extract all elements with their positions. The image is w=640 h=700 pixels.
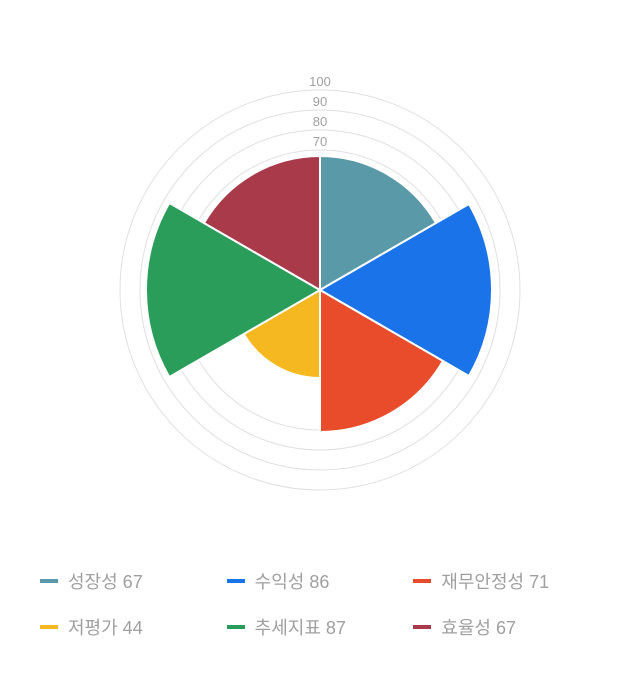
legend-item: 성장성 67: [40, 568, 227, 594]
svg-text:70: 70: [313, 134, 327, 149]
legend-label: 저평가 44: [68, 614, 143, 640]
legend-label: 추세지표 87: [255, 614, 346, 640]
legend-marker-icon: [413, 618, 431, 636]
chart-axis-labels: 70 80 90 100: [309, 74, 331, 149]
legend-marker-icon: [227, 572, 245, 590]
legend-item: 추세지표 87: [227, 614, 414, 640]
legend-label: 재무안정성 71: [441, 568, 549, 594]
legend-label: 수익성 86: [255, 568, 330, 594]
legend-marker-icon: [227, 618, 245, 636]
legend-marker-icon: [40, 618, 58, 636]
svg-text:90: 90: [313, 94, 327, 109]
svg-text:100: 100: [309, 74, 331, 89]
legend-item: 수익성 86: [227, 568, 414, 594]
legend-marker-icon: [413, 572, 431, 590]
legend-item: 저평가 44: [40, 614, 227, 640]
chart-segments: [146, 156, 492, 432]
svg-text:80: 80: [313, 114, 327, 129]
legend-item: 재무안정성 71: [413, 568, 600, 594]
legend-label: 효율성 67: [441, 614, 516, 640]
legend-marker-icon: [40, 572, 58, 590]
chart-legend: 성장성 67 수익성 86 재무안정성 71 저평가 44 추세지표 87 효율…: [40, 568, 600, 660]
legend-label: 성장성 67: [68, 568, 143, 594]
legend-item: 효율성 67: [413, 614, 600, 640]
polar-chart-container: 70 80 90 100: [70, 40, 570, 540]
polar-chart-svg: 70 80 90 100: [70, 40, 570, 540]
